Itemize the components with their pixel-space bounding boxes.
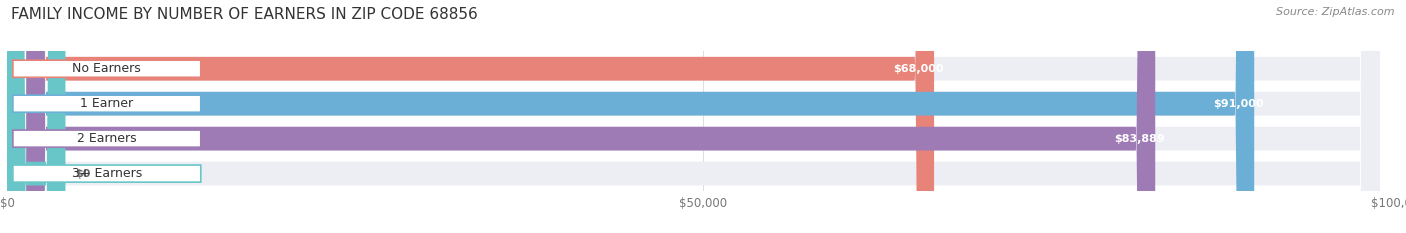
FancyBboxPatch shape [13, 95, 201, 112]
Text: FAMILY INCOME BY NUMBER OF EARNERS IN ZIP CODE 68856: FAMILY INCOME BY NUMBER OF EARNERS IN ZI… [11, 7, 478, 22]
Text: No Earners: No Earners [73, 62, 141, 75]
FancyBboxPatch shape [27, 0, 1379, 233]
FancyBboxPatch shape [27, 0, 1379, 233]
FancyBboxPatch shape [7, 0, 66, 233]
Text: 3+ Earners: 3+ Earners [72, 167, 142, 180]
Text: 1 Earner: 1 Earner [80, 97, 134, 110]
FancyBboxPatch shape [27, 0, 934, 233]
FancyBboxPatch shape [13, 60, 201, 77]
FancyBboxPatch shape [27, 0, 1379, 233]
Text: $83,889: $83,889 [1114, 134, 1166, 144]
Text: $68,000: $68,000 [893, 64, 943, 74]
Text: Source: ZipAtlas.com: Source: ZipAtlas.com [1277, 7, 1395, 17]
FancyBboxPatch shape [13, 130, 201, 147]
Text: 2 Earners: 2 Earners [77, 132, 136, 145]
FancyBboxPatch shape [13, 165, 201, 182]
FancyBboxPatch shape [27, 0, 1379, 233]
FancyBboxPatch shape [27, 0, 1156, 233]
Text: $0: $0 [75, 169, 90, 178]
FancyBboxPatch shape [27, 0, 1254, 233]
Text: $91,000: $91,000 [1213, 99, 1264, 109]
